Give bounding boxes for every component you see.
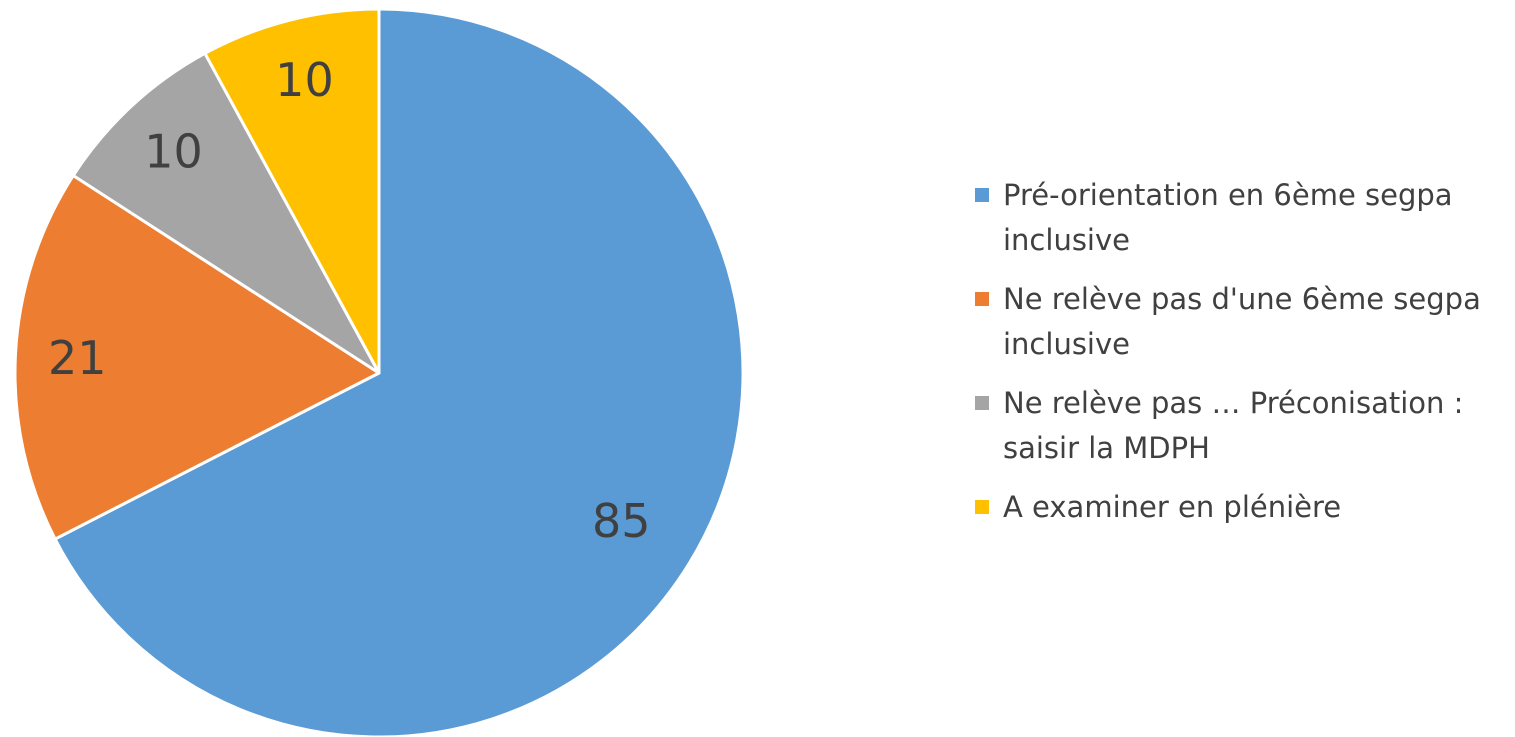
legend-item: Pré-orientation en 6ème segpa inclusive (975, 173, 1505, 263)
pie-slice (203, 7, 381, 375)
data-labels: 85 21 10 10 (48, 53, 651, 548)
legend-swatch (975, 188, 989, 202)
pie-slice (53, 7, 745, 737)
data-label: 10 (275, 53, 334, 107)
pie-slice (71, 51, 381, 375)
legend-item: Ne relève pas … Préconisation : saisir l… (975, 381, 1505, 471)
legend-swatch (975, 292, 989, 306)
legend-label: Ne relève pas … Préconisation : saisir l… (1003, 386, 1464, 465)
legend-label: Pré-orientation en 6ème segpa inclusive (1003, 178, 1453, 257)
pie-plot-area: 85 21 10 10 (13, 7, 745, 737)
legend-swatch (975, 500, 989, 514)
pie-slice (13, 174, 381, 541)
legend-label: A examiner en plénière (1003, 490, 1342, 524)
data-label: 85 (592, 494, 651, 548)
data-label: 10 (144, 125, 203, 179)
legend: Pré-orientation en 6ème segpa inclusive … (975, 173, 1505, 544)
legend-label: Ne relève pas d'une 6ème segpa inclusive (1003, 282, 1481, 361)
legend-swatch (975, 396, 989, 410)
pie-slices (13, 7, 745, 737)
legend-item: Ne relève pas d'une 6ème segpa inclusive (975, 277, 1505, 367)
legend-item: A examiner en plénière (975, 485, 1505, 530)
data-label: 21 (48, 331, 107, 385)
